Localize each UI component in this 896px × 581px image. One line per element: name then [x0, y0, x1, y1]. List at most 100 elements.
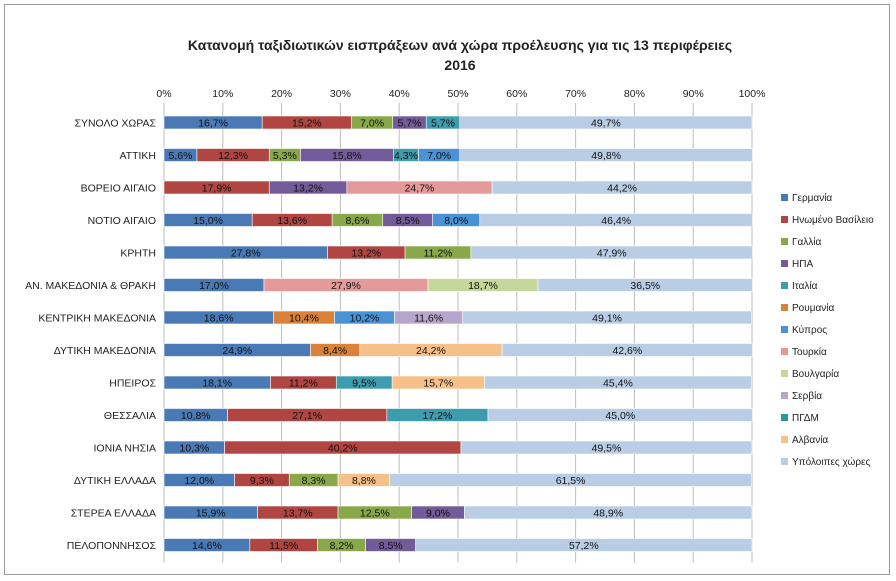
- legend-label: Βουλγαρία: [792, 368, 839, 380]
- data-label: 17,2%: [423, 410, 453, 422]
- stacked-bar-chart: Κατανομή ταξιδιωτικών εισπράξεων ανά χώρ…: [25, 37, 874, 563]
- data-label: 9,0%: [426, 508, 450, 520]
- data-label: 5,6%: [168, 150, 192, 162]
- legend-swatch: [781, 458, 788, 465]
- legend-swatch: [781, 436, 788, 443]
- legend-swatch: [781, 194, 788, 201]
- legend-swatch: [781, 326, 788, 333]
- data-label: 10,3%: [179, 443, 209, 455]
- data-label: 13,2%: [351, 248, 381, 260]
- data-label: 8,5%: [379, 540, 403, 552]
- data-label: 15,7%: [423, 378, 453, 390]
- data-label: 49,5%: [592, 443, 622, 455]
- data-label: 24,7%: [405, 183, 435, 195]
- data-label: 8,3%: [302, 475, 326, 487]
- data-labels: 16,7% 15,2% 7,0% 5,7% 5,7% 49,7% 5,6% 12,3% 5,3%…: [168, 118, 660, 553]
- bar-segment: [537, 278, 753, 292]
- data-label: 27,9%: [331, 280, 361, 292]
- category-labels: ΣΥΝΟΛΟ ΧΩΡΑΣ ΑΤΤΙΚΗ ΒΟΡΕΙΟ ΑΙΓΑΙΟ ΝΟΤΙΟ ΑΙΓ…: [25, 118, 156, 553]
- data-label: 57,2%: [569, 540, 599, 552]
- bar-segment: [462, 310, 752, 325]
- data-label: 14,6%: [192, 540, 222, 552]
- bar-segment: [484, 375, 752, 390]
- x-tick-label: 100%: [739, 88, 766, 100]
- data-label: 27,1%: [292, 410, 322, 422]
- category-label: ΠΕΛΟΠΟΝΝΗΣΟΣ: [67, 540, 157, 552]
- x-tick-label: 50%: [447, 88, 468, 100]
- data-label: 40,2%: [328, 443, 358, 455]
- data-label: 5,7%: [398, 118, 422, 130]
- data-label: 15,2%: [292, 118, 322, 130]
- gridlines: [163, 103, 753, 563]
- data-label: 24,9%: [222, 345, 252, 357]
- legend-label: Γαλλία: [792, 236, 822, 248]
- data-label: 45,0%: [605, 410, 635, 422]
- category-label: ΚΕΝΤΡΙΚΗ ΜΑΚΕΔΟΝΙΑ: [38, 313, 156, 325]
- x-tick-label: 80%: [624, 88, 645, 100]
- category-label: ΒΟΡΕΙΟ ΑΙΓΑΙΟ: [81, 183, 156, 195]
- data-label: 7,0%: [427, 150, 451, 162]
- data-label: 8,4%: [323, 345, 347, 357]
- legend-swatch: [781, 392, 788, 399]
- x-tick-label: 0%: [156, 88, 171, 100]
- data-label: 49,1%: [592, 313, 622, 325]
- category-label: ΑΝ. ΜΑΚΕΔΟΝΙΑ & ΘΡΑΚΗ: [25, 280, 156, 292]
- legend-label: Σερβία: [792, 390, 822, 402]
- legend-swatch: [781, 282, 788, 289]
- data-label: 13,7%: [283, 508, 313, 520]
- data-label: 46,4%: [601, 215, 631, 227]
- category-label: ΗΠΕΙΡΟΣ: [109, 378, 156, 390]
- x-tick-label: 40%: [389, 88, 410, 100]
- chart-subtitle: 2016: [444, 57, 475, 73]
- data-label: 13,6%: [277, 215, 307, 227]
- data-label: 45,4%: [603, 378, 633, 390]
- bar-segment: [479, 213, 753, 227]
- data-label: 61,5%: [556, 475, 586, 487]
- bar-segment: [415, 538, 753, 552]
- data-label: 44,2%: [607, 183, 637, 195]
- data-label: 10,4%: [289, 313, 319, 325]
- category-label: ΔΥΤΙΚΗ ΕΛΛΑΔΑ: [74, 475, 156, 487]
- x-axis-ticks: 0% 10% 20% 30% 40% 50% 60% 70% 80% 90% 100%: [156, 88, 765, 100]
- data-label: 8,5%: [396, 215, 420, 227]
- legend-label: Τουρκία: [792, 346, 827, 358]
- data-label: 5,7%: [431, 118, 455, 130]
- data-label: 12,0%: [184, 475, 214, 487]
- bar-segment: [459, 148, 753, 162]
- data-label: 18,6%: [204, 313, 234, 325]
- data-label: 11,5%: [269, 540, 298, 552]
- data-label: 9,3%: [250, 475, 274, 487]
- legend-label: Υπόλοιπες χώρες: [792, 456, 870, 468]
- data-label: 18,7%: [468, 280, 498, 292]
- data-label: 49,7%: [591, 118, 621, 130]
- legend-label: ΠΓΔΜ: [792, 413, 819, 424]
- legend-swatch: [781, 260, 788, 267]
- legend-label: Γερμανία: [792, 192, 832, 204]
- data-label: 36,5%: [630, 280, 660, 292]
- bars: [163, 115, 753, 552]
- legend-label: ΗΠΑ: [792, 259, 813, 270]
- bar-segment: [487, 408, 753, 422]
- bar-segment: [491, 180, 753, 195]
- bar-segment: [501, 343, 753, 357]
- x-tick-label: 90%: [683, 88, 704, 100]
- data-label: 12,3%: [218, 150, 248, 162]
- bar-segment: [464, 505, 753, 520]
- bar-segment: [459, 115, 753, 130]
- chart-title: Κατανομή ταξιδιωτικών εισπράξεων ανά χώρ…: [188, 37, 732, 53]
- category-label: ΑΤΤΙΚΗ: [119, 150, 156, 162]
- data-label: 8,8%: [352, 475, 376, 487]
- legend-swatch: [781, 370, 788, 377]
- legend-label: Ρουμανία: [792, 302, 834, 314]
- data-label: 5,3%: [273, 150, 297, 162]
- data-label: 7,0%: [360, 118, 384, 130]
- x-tick-label: 30%: [330, 88, 351, 100]
- category-label: ΝΟΤΙΟ ΑΙΓΑΙΟ: [88, 215, 156, 227]
- legend-label: Ιταλία: [792, 280, 818, 292]
- data-label: 13,2%: [293, 183, 323, 195]
- data-label: 8,6%: [345, 215, 369, 227]
- x-tick-label: 10%: [212, 88, 233, 100]
- legend-swatch: [781, 238, 788, 245]
- data-label: 8,0%: [444, 215, 468, 227]
- data-label: 15,8%: [332, 150, 362, 162]
